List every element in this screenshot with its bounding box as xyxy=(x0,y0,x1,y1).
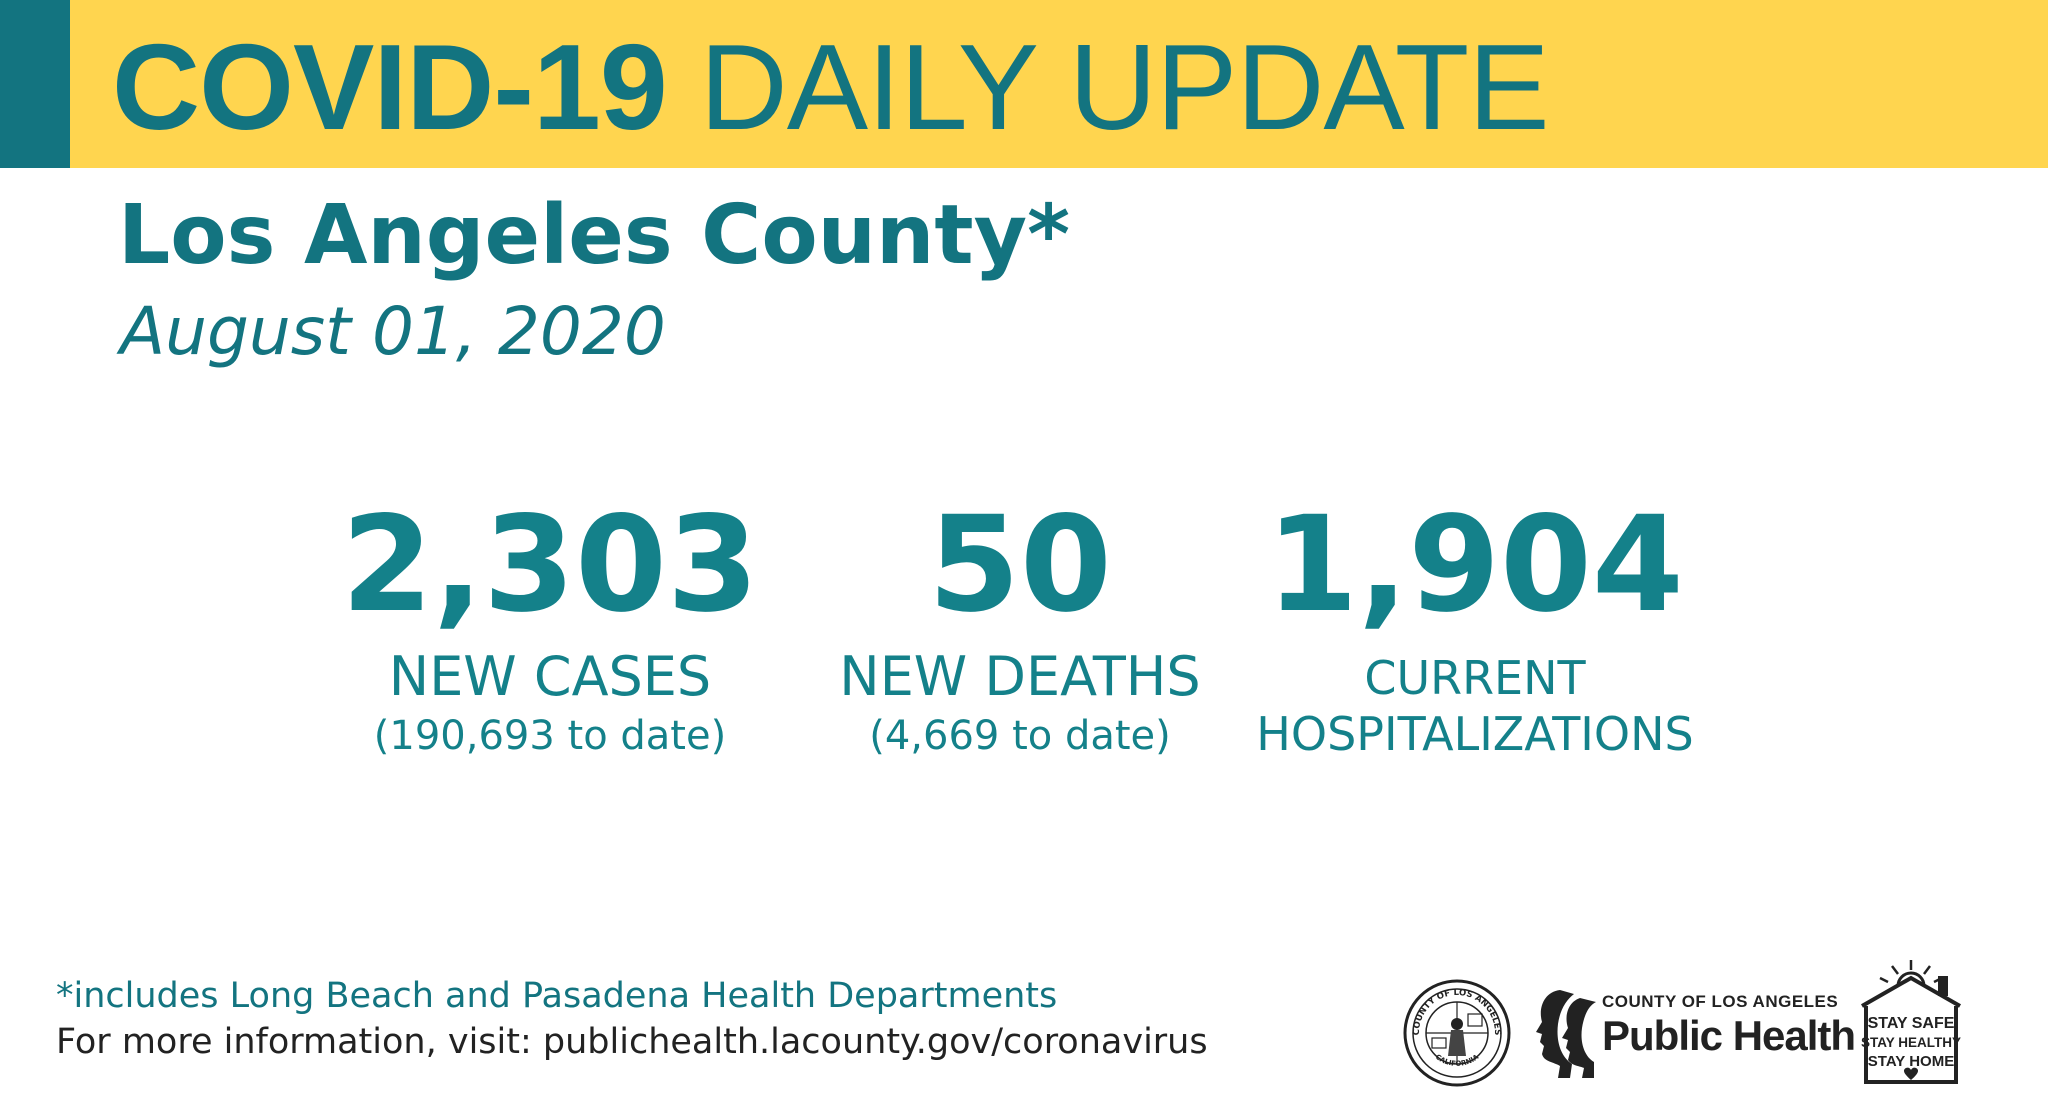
new-cases-value: 2,303 xyxy=(340,490,760,640)
public-health-logo: COUNTY OF LOS ANGELES Public Health xyxy=(1530,982,1830,1082)
header-title: COVID-19 DAILY UPDATE xyxy=(112,22,1549,152)
county-title: Los Angeles County* xyxy=(118,188,1070,284)
profile-faces-icon xyxy=(1530,982,1600,1082)
more-info-prefix: For more information, visit: xyxy=(56,1022,532,1062)
hospitalizations-label-line2: HOSPITALIZATIONS xyxy=(1255,706,1695,762)
hospitalizations-label-line1: CURRENT xyxy=(1255,650,1695,706)
more-info: For more information, visit: publichealt… xyxy=(56,1020,1208,1064)
new-deaths-to-date: (4,669 to date) xyxy=(810,708,1230,764)
stat-new-deaths: 50 NEW DEATHS (4,669 to date) xyxy=(810,490,1230,764)
stat-hospitalizations: 1,904 CURRENT HOSPITALIZATIONS xyxy=(1255,490,1695,762)
stay-line-3: STAY HOME xyxy=(1868,1053,1954,1070)
county-seal-icon: COUNTY OF LOS ANGELES CALIFORNIA xyxy=(1402,978,1512,1088)
header-accent-bar xyxy=(0,0,70,168)
header-title-rest: DAILY UPDATE xyxy=(700,19,1549,155)
stay-line-1: STAY SAFE xyxy=(1868,1015,1955,1032)
stay-safe-logo-icon: STAY SAFE STAY HEALTHY STAY HOME xyxy=(1856,958,1966,1088)
report-date: August 01, 2020 xyxy=(120,292,666,372)
hospitalizations-value: 1,904 xyxy=(1255,490,1695,640)
new-cases-to-date: (190,693 to date) xyxy=(340,708,760,764)
new-cases-label: NEW CASES xyxy=(340,646,760,708)
footnote: *includes Long Beach and Pasadena Health… xyxy=(56,974,1057,1018)
new-deaths-label: NEW DEATHS xyxy=(810,646,1230,708)
more-info-link[interactable]: publichealth.lacounty.gov/coronavirus xyxy=(543,1022,1208,1062)
header-title-bold: COVID-19 xyxy=(112,19,667,155)
stat-new-cases: 2,303 NEW CASES (190,693 to date) xyxy=(340,490,760,764)
public-health-logo-top: COUNTY OF LOS ANGELES xyxy=(1602,992,1838,1012)
public-health-logo-main: Public Health xyxy=(1602,1012,1855,1060)
stay-line-2: STAY HEALTHY xyxy=(1861,1035,1961,1050)
hospitalizations-label: CURRENT HOSPITALIZATIONS xyxy=(1255,650,1695,762)
new-deaths-value: 50 xyxy=(810,490,1230,640)
